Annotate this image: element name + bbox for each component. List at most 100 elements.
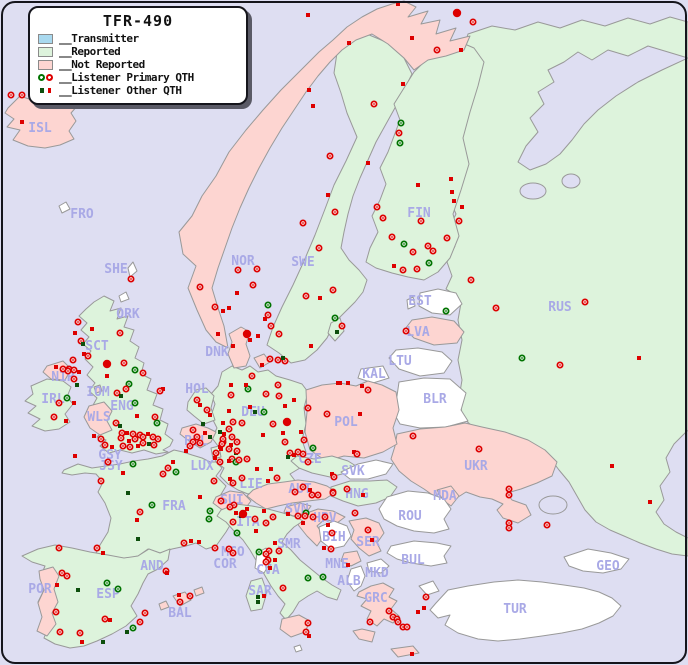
- listener-other-marker: [256, 334, 260, 338]
- country-ltu: [388, 347, 453, 377]
- listener-other-marker: [227, 459, 231, 463]
- listener-other-marker: [219, 447, 223, 451]
- country-label-tur: TUR: [503, 602, 527, 617]
- listener-primary-marker: [127, 275, 135, 283]
- esp-menorca: [193, 586, 205, 597]
- listener-other-marker: [136, 537, 140, 541]
- listener-other-marker: [234, 511, 238, 515]
- listener-primary-marker: [301, 512, 309, 520]
- country-label-hng: HNG: [345, 487, 369, 502]
- listener-primary-marker: [327, 545, 335, 553]
- listener-other-marker: [101, 551, 105, 555]
- listener-primary-marker: [164, 464, 172, 472]
- legend-label: __Not Reported: [59, 58, 145, 71]
- legend-item-reported: __Reported: [38, 45, 238, 58]
- listener-primary-marker: [518, 354, 526, 362]
- listener-primary-marker: [104, 458, 112, 466]
- listener-primary-marker: [338, 322, 346, 330]
- listener-primary-marker: [422, 593, 430, 601]
- listener-other-marker: [416, 183, 420, 187]
- sea-of-azov: [538, 495, 568, 515]
- listener-primary-marker: [260, 408, 268, 416]
- country-label-rus: RUS: [548, 300, 572, 315]
- listener-primary-marker: [206, 507, 214, 515]
- listener-primary-marker: [205, 515, 213, 523]
- listener-primary-marker: [269, 513, 277, 521]
- listener-primary-marker: [243, 455, 251, 463]
- tur-thrace: [418, 580, 440, 596]
- listener-primary-marker: [18, 91, 26, 99]
- listener-primary-marker: [264, 301, 272, 309]
- listener-cluster-marker: [238, 509, 248, 519]
- country-por: [36, 566, 60, 637]
- listener-other-marker: [121, 471, 125, 475]
- country-label-est: EST: [408, 294, 432, 309]
- listener-primary-marker: [262, 390, 270, 398]
- listener-other-marker: [198, 495, 202, 499]
- listener-other-marker: [262, 594, 266, 598]
- listener-other-marker: [286, 455, 290, 459]
- listener-other-marker: [73, 331, 77, 335]
- shetland: [127, 261, 138, 278]
- listener-other-marker: [309, 344, 313, 348]
- country-label-mne: MNE: [325, 557, 348, 572]
- listener-primary-marker: [304, 574, 312, 582]
- listener-other-marker: [460, 205, 464, 209]
- listener-primary-marker: [443, 234, 451, 242]
- listener-primary-marker: [97, 477, 105, 485]
- listener-other-marker: [286, 512, 290, 516]
- listener-primary-marker: [217, 497, 225, 505]
- listener-primary-marker: [281, 438, 289, 446]
- listener-primary-marker: [304, 458, 312, 466]
- legend-label: __Listener Primary QTH: [59, 71, 194, 84]
- listener-primary-marker: [70, 366, 78, 374]
- listener-other-marker: [135, 518, 139, 522]
- listener-primary-marker: [429, 247, 437, 255]
- listener-primary-marker: [455, 217, 463, 225]
- listener-primary-marker: [150, 441, 158, 449]
- listener-primary-marker: [74, 318, 82, 326]
- country-alb: [346, 565, 366, 592]
- listener-primary-marker: [279, 584, 287, 592]
- listener-other-marker: [126, 491, 130, 495]
- listener-other-marker: [20, 120, 24, 124]
- listener-other-marker: [318, 296, 322, 300]
- listener-other-marker: [80, 640, 84, 644]
- country-label-dnk: DNK: [205, 345, 229, 360]
- country-bul: [386, 540, 452, 567]
- country-label-kal: KAL: [362, 367, 386, 382]
- listener-primary-marker: [228, 433, 236, 441]
- green-circle-icon: [38, 74, 45, 81]
- listener-other-marker: [135, 414, 139, 418]
- listener-primary-marker: [235, 456, 243, 464]
- country-label-cor: COR: [213, 557, 237, 572]
- country-label-smr: SMR: [277, 537, 301, 552]
- country-label-sct: SCT: [85, 339, 109, 354]
- listener-primary-marker: [581, 298, 589, 306]
- listener-other-marker: [229, 383, 233, 387]
- green-square-icon: [40, 88, 44, 93]
- listener-primary-marker: [543, 521, 551, 529]
- listener-primary-marker: [148, 501, 156, 509]
- listener-primary-marker: [131, 435, 139, 443]
- listener-other-marker: [208, 435, 212, 439]
- country-aut: [246, 479, 337, 510]
- listener-other-marker: [197, 540, 201, 544]
- listener-primary-marker: [409, 248, 417, 256]
- listener-primary-marker: [302, 292, 310, 300]
- listener-primary-marker: [233, 438, 241, 446]
- listener-primary-icons: [38, 74, 53, 81]
- grc-peloponnese: [352, 628, 376, 643]
- listener-primary-marker: [304, 404, 312, 412]
- listener-primary-marker: [343, 485, 351, 493]
- listener-other-marker: [118, 424, 122, 428]
- listener-other-marker: [292, 398, 296, 402]
- listener-other-marker: [227, 409, 231, 413]
- listener-other-marker: [352, 450, 356, 454]
- listener-primary-marker: [505, 485, 513, 493]
- listener-primary-marker: [153, 419, 161, 427]
- listener-primary-marker: [55, 544, 63, 552]
- listener-other-marker: [307, 88, 311, 92]
- listener-primary-marker: [467, 276, 475, 284]
- listener-other-marker: [273, 558, 277, 562]
